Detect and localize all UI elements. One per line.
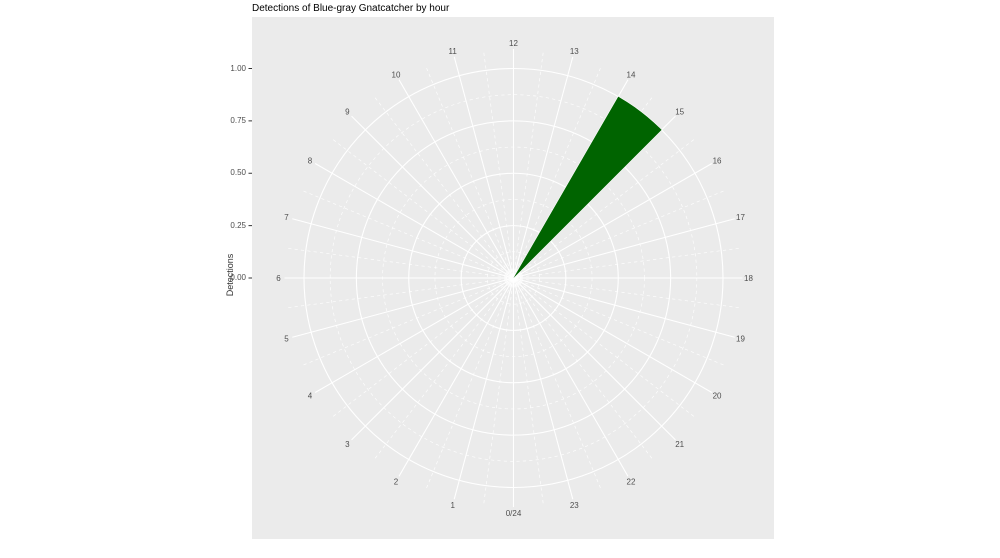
grid-line-major xyxy=(513,277,676,441)
hour-label: 8 xyxy=(308,156,313,165)
grid-line-major xyxy=(398,79,514,279)
hour-label: 22 xyxy=(627,477,636,486)
grid-line-major xyxy=(513,163,713,279)
r-axis-tick-label: 0.50 xyxy=(230,168,246,178)
hour-label: 23 xyxy=(570,501,579,510)
hour-label: 19 xyxy=(736,335,745,344)
hour-label: 4 xyxy=(308,391,313,400)
hour-label: 1 xyxy=(450,501,455,510)
grid-line-major xyxy=(513,277,735,338)
hour-label: 13 xyxy=(570,47,579,56)
hour-label: 7 xyxy=(284,213,289,222)
r-axis-tick-label: 1.00 xyxy=(230,63,246,73)
grid-line-major xyxy=(513,277,629,477)
grid-line-major xyxy=(292,218,514,279)
hour-label: 12 xyxy=(509,39,518,48)
grid-line-major xyxy=(292,277,514,338)
grid-line-major xyxy=(453,277,515,500)
grid-line-major xyxy=(513,218,735,279)
grid-line-major xyxy=(453,56,515,279)
r-axis-tick-label: 0.75 xyxy=(230,115,246,125)
grid-line-major xyxy=(512,277,574,500)
hour-label: 10 xyxy=(392,70,401,79)
hour-label: 3 xyxy=(345,440,350,449)
bar-wedge xyxy=(513,96,662,278)
hour-label: 18 xyxy=(744,274,753,283)
hour-label: 20 xyxy=(713,391,722,400)
grid-line-major xyxy=(351,277,514,441)
hour-label: 16 xyxy=(713,156,722,165)
hour-label: 2 xyxy=(394,477,399,486)
hour-label: 17 xyxy=(736,213,745,222)
hour-label: 15 xyxy=(675,108,684,117)
hour-label: 14 xyxy=(627,70,636,79)
grid-line-major xyxy=(314,163,514,279)
hour-label: 5 xyxy=(284,335,289,344)
grid-line-major xyxy=(398,277,514,477)
chart-title: Detections of Blue-gray Gnatcatcher by h… xyxy=(252,3,450,14)
r-axis-tick-label: 0.00 xyxy=(230,273,246,282)
grid-line-major xyxy=(351,115,514,279)
hour-label: 11 xyxy=(449,47,458,56)
hour-label: 21 xyxy=(675,440,684,449)
hour-label: 0/24 xyxy=(506,509,522,518)
hour-label: 9 xyxy=(345,108,350,117)
hour-label: 6 xyxy=(276,274,281,283)
grid-line-major xyxy=(513,277,713,393)
r-axis-tick-label: 0.25 xyxy=(230,220,246,230)
grid-line-major xyxy=(314,277,514,393)
grid-line-major xyxy=(512,56,574,279)
